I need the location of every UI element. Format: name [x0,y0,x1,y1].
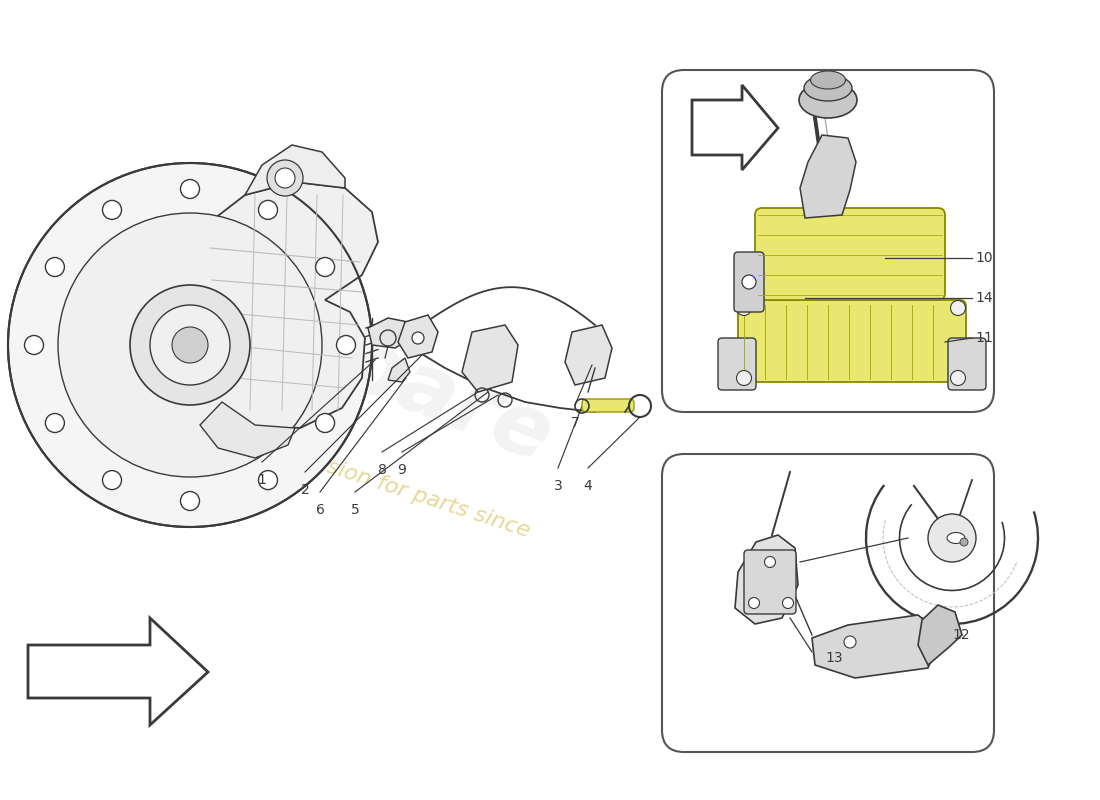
Text: 5: 5 [351,503,360,517]
Text: 14: 14 [975,291,992,305]
Circle shape [150,305,230,385]
Polygon shape [28,618,208,725]
Polygon shape [692,85,778,170]
Circle shape [316,258,334,277]
Text: a passion for parts since: a passion for parts since [267,438,532,542]
Polygon shape [800,135,856,218]
Circle shape [258,470,277,490]
Polygon shape [185,182,378,428]
Text: 13: 13 [825,651,843,665]
Circle shape [960,538,968,546]
Circle shape [172,327,208,363]
Circle shape [45,414,65,433]
Text: 12: 12 [952,628,969,642]
Circle shape [45,258,65,277]
Text: 6: 6 [316,503,324,517]
Polygon shape [812,615,942,678]
Circle shape [412,332,424,344]
Circle shape [8,163,372,527]
Circle shape [180,491,199,510]
Text: 3: 3 [553,479,562,493]
FancyBboxPatch shape [718,338,756,390]
Circle shape [102,201,121,219]
Circle shape [950,370,966,386]
Text: 1: 1 [257,473,266,487]
Ellipse shape [811,71,846,89]
Polygon shape [388,358,410,382]
Circle shape [24,335,44,354]
FancyBboxPatch shape [662,70,994,412]
FancyBboxPatch shape [582,399,634,412]
FancyBboxPatch shape [744,550,796,614]
Polygon shape [398,315,438,358]
Circle shape [928,514,976,562]
FancyBboxPatch shape [734,252,764,312]
Circle shape [102,470,121,490]
Circle shape [316,414,334,433]
Circle shape [737,370,751,386]
Polygon shape [462,325,518,392]
Circle shape [180,179,199,198]
Polygon shape [565,325,612,385]
Ellipse shape [799,82,857,118]
Circle shape [742,275,756,289]
Text: 2: 2 [300,483,309,497]
Circle shape [844,636,856,648]
Ellipse shape [804,75,853,101]
Circle shape [275,168,295,188]
Text: eurospare: eurospare [76,219,564,481]
Circle shape [950,301,966,315]
Polygon shape [918,605,962,665]
Polygon shape [368,318,412,348]
Text: 4: 4 [584,479,593,493]
FancyBboxPatch shape [738,300,966,382]
Circle shape [267,160,303,196]
Circle shape [737,301,751,315]
Text: 10: 10 [975,251,992,265]
Circle shape [748,598,759,609]
Text: 11: 11 [975,331,992,345]
Polygon shape [245,145,345,195]
Text: 7: 7 [571,416,580,430]
Text: 8: 8 [377,463,386,477]
FancyBboxPatch shape [948,338,986,390]
Text: 9: 9 [397,463,406,477]
Ellipse shape [947,533,965,543]
Circle shape [58,213,322,477]
Circle shape [258,201,277,219]
Polygon shape [200,402,295,458]
Circle shape [130,285,250,405]
Polygon shape [735,535,798,624]
FancyBboxPatch shape [662,454,994,752]
FancyBboxPatch shape [755,208,945,300]
Circle shape [764,557,776,567]
Circle shape [782,598,793,609]
Circle shape [337,335,355,354]
